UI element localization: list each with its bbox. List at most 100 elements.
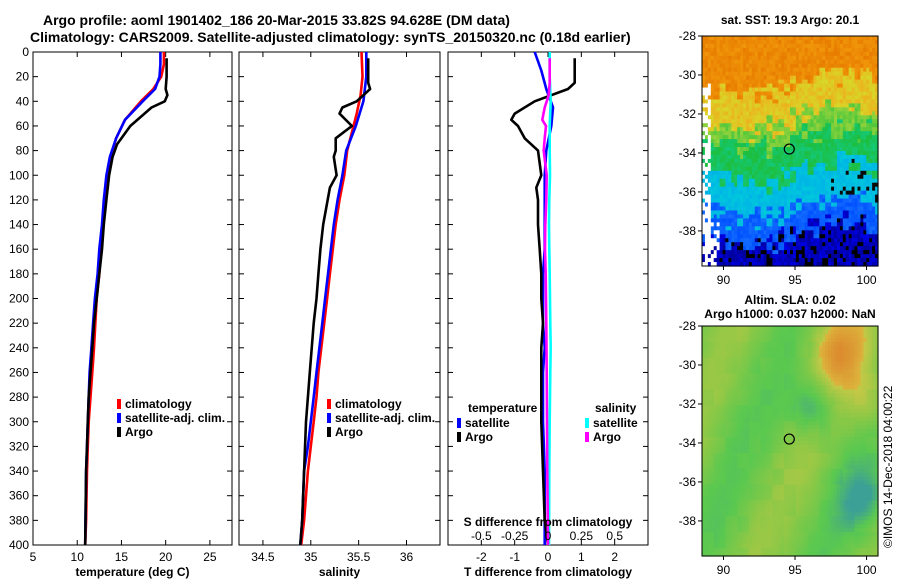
map-cell <box>790 341 794 347</box>
map-cell <box>737 230 741 235</box>
map-cell <box>798 79 803 85</box>
map-cell <box>775 405 779 410</box>
map-cell <box>760 194 765 200</box>
map-cell <box>819 333 823 339</box>
map-cell <box>766 238 771 243</box>
map-cell <box>804 226 809 231</box>
map-cell <box>731 154 735 160</box>
map-cell <box>737 158 741 164</box>
map-cell <box>702 123 706 128</box>
map-cell <box>872 254 876 259</box>
map-cell <box>781 369 785 375</box>
map-cell <box>863 95 867 101</box>
map-cell <box>836 59 841 65</box>
map-cell <box>769 36 773 41</box>
map-cell <box>728 170 732 176</box>
map-cell <box>716 67 721 73</box>
map-cell <box>807 349 812 355</box>
map-cell <box>716 393 721 398</box>
map-cell <box>792 385 797 391</box>
map-cell <box>807 67 812 73</box>
map-cell <box>842 214 847 220</box>
map-cell <box>725 206 729 212</box>
map-cell <box>710 151 715 156</box>
map-cell <box>719 39 724 45</box>
map-cell <box>810 127 815 132</box>
map-cell <box>725 329 729 335</box>
map-cell <box>875 254 879 259</box>
map-cell <box>713 242 718 247</box>
map-cell <box>772 373 776 379</box>
map-cell <box>842 115 847 120</box>
map-cell <box>798 250 803 255</box>
map-cell <box>725 369 729 375</box>
map-cell <box>769 326 773 331</box>
map-cell <box>792 43 797 49</box>
map-cell <box>854 222 859 227</box>
map-cell <box>872 87 876 93</box>
map-cell <box>851 87 856 93</box>
map-cell <box>775 91 779 97</box>
map-cell <box>757 47 762 53</box>
map-cell <box>795 405 800 410</box>
map-cell <box>848 123 853 128</box>
map-cell <box>704 43 709 49</box>
map-cell <box>743 154 747 160</box>
map-cell <box>704 139 709 144</box>
map-cell <box>710 182 715 188</box>
map-cell <box>801 147 806 152</box>
x-tick-label: 100 <box>857 273 877 287</box>
map-cell <box>836 254 841 259</box>
map-cell <box>848 353 853 359</box>
map-cell <box>702 341 706 347</box>
map-cell <box>719 238 724 243</box>
map-cell <box>751 111 756 116</box>
map-cell <box>813 131 817 136</box>
map-cell <box>784 166 788 172</box>
map-cell <box>813 381 817 387</box>
map-cell <box>822 333 826 339</box>
map-cell <box>769 43 773 49</box>
map-cell <box>787 67 791 73</box>
map-cell <box>710 107 715 112</box>
map-cell <box>851 337 856 343</box>
map-cell <box>702 111 706 116</box>
map-cell <box>719 170 724 176</box>
map-cell <box>748 55 753 61</box>
map-cell <box>702 162 706 168</box>
map-cell <box>872 210 876 216</box>
map-cell <box>775 166 779 172</box>
map-cell <box>707 198 712 204</box>
map-cell <box>769 246 773 251</box>
map-cell <box>798 170 803 176</box>
map-cell <box>737 385 741 391</box>
map-cell <box>757 198 762 204</box>
map-cell <box>766 194 771 200</box>
map-cell <box>822 178 826 184</box>
map-cell <box>816 115 820 120</box>
map-cell <box>766 198 771 204</box>
map-cell <box>825 198 829 204</box>
map-cell <box>760 377 765 383</box>
map-cell <box>734 242 738 247</box>
map-cell <box>851 326 856 331</box>
map-cell <box>869 326 873 331</box>
map-cell <box>845 178 850 184</box>
map-cell <box>801 254 806 259</box>
map-cell <box>831 326 835 331</box>
map-cell <box>836 345 841 351</box>
map-cell <box>845 405 850 410</box>
map-cell <box>822 234 826 239</box>
map-cell <box>722 377 727 383</box>
map-cell <box>778 39 782 45</box>
map-cell <box>707 119 712 124</box>
map-cell <box>810 385 815 391</box>
map-cell <box>781 91 785 97</box>
map-cell <box>810 154 815 160</box>
map-cell <box>760 79 765 85</box>
map-cell <box>731 59 735 65</box>
map-cell <box>740 107 744 112</box>
map-cell <box>801 83 806 89</box>
map-cell <box>725 170 729 176</box>
map-cell <box>707 151 712 156</box>
